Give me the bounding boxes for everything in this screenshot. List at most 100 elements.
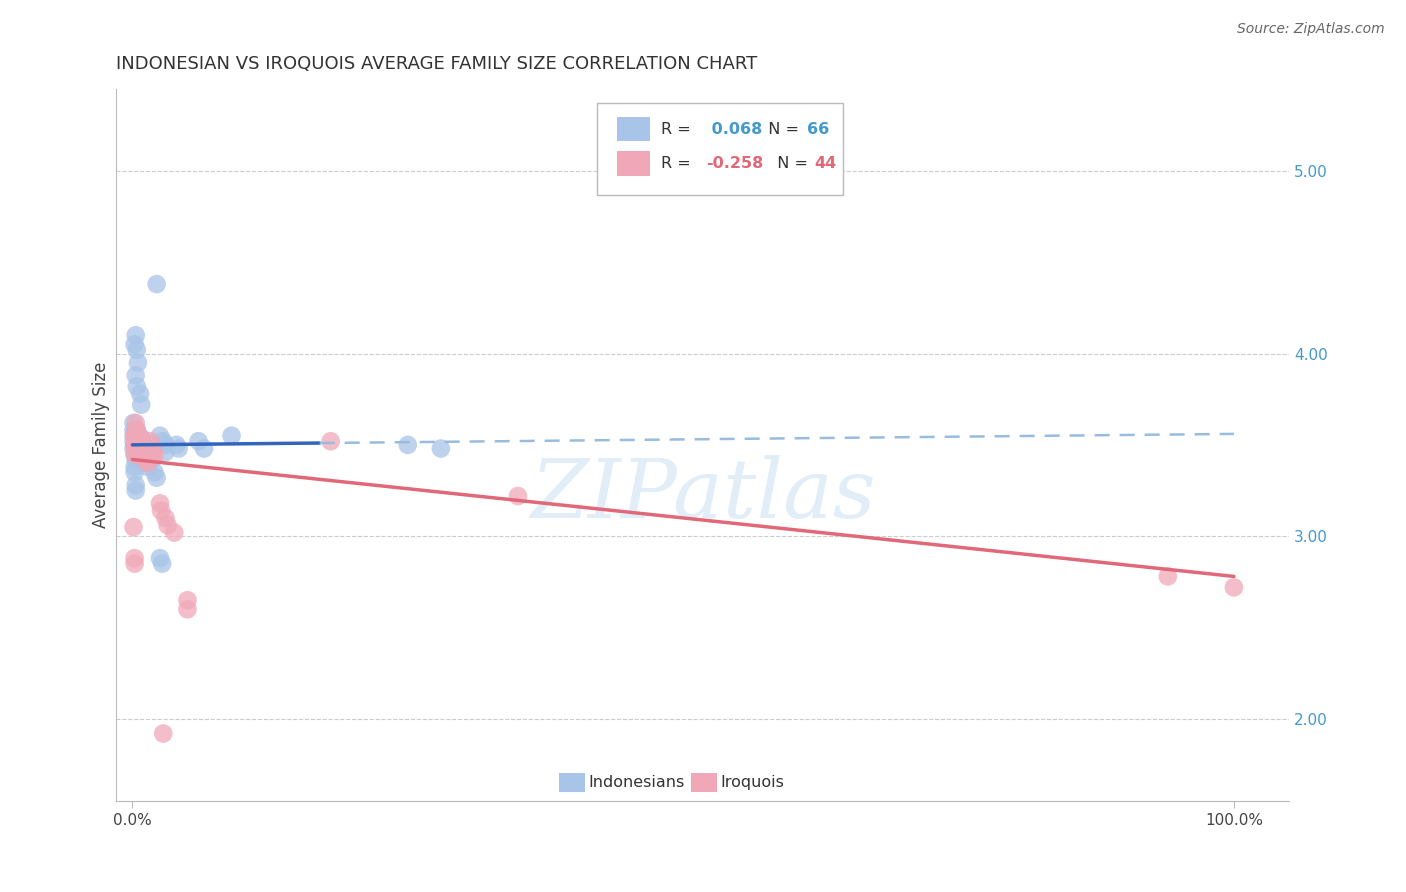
- Point: [128, 442, 150, 456]
- Point: [134, 445, 156, 459]
- Point: [155, 445, 177, 459]
- Point: [127, 447, 149, 461]
- Point: [150, 557, 173, 571]
- Text: N =: N =: [766, 156, 813, 171]
- Text: ZIPatlas: ZIPatlas: [530, 455, 875, 534]
- Bar: [690, 773, 717, 792]
- Point: [125, 438, 148, 452]
- Point: [124, 428, 146, 442]
- Point: [132, 442, 155, 456]
- Point: [138, 438, 160, 452]
- Point: [125, 428, 148, 442]
- Text: R =: R =: [661, 121, 696, 136]
- Point: [135, 442, 157, 456]
- Point: [141, 452, 163, 467]
- Point: [124, 551, 146, 566]
- Point: [136, 442, 159, 456]
- Point: [145, 471, 167, 485]
- Point: [124, 438, 146, 452]
- Point: [129, 434, 152, 449]
- Point: [125, 379, 148, 393]
- Point: [125, 423, 148, 437]
- Point: [132, 449, 155, 463]
- Point: [124, 447, 146, 461]
- Point: [139, 447, 162, 461]
- Point: [129, 442, 152, 456]
- Point: [128, 445, 150, 459]
- Text: -0.258: -0.258: [706, 156, 763, 171]
- Point: [149, 551, 172, 566]
- Point: [122, 428, 145, 442]
- Point: [143, 449, 166, 463]
- Point: [136, 456, 159, 470]
- Point: [125, 328, 148, 343]
- Point: [129, 438, 152, 452]
- Point: [136, 459, 159, 474]
- Point: [122, 434, 145, 449]
- Point: [129, 386, 152, 401]
- Point: [1223, 580, 1246, 594]
- Point: [139, 438, 162, 452]
- Point: [152, 434, 174, 449]
- Point: [125, 368, 148, 383]
- Point: [129, 434, 152, 449]
- Point: [124, 557, 146, 571]
- Point: [131, 438, 153, 452]
- Point: [319, 434, 342, 449]
- Point: [129, 442, 152, 456]
- Point: [141, 442, 163, 456]
- Point: [125, 442, 148, 456]
- Text: Source: ZipAtlas.com: Source: ZipAtlas.com: [1237, 22, 1385, 37]
- Point: [156, 518, 179, 533]
- Point: [125, 478, 148, 492]
- Point: [187, 434, 209, 449]
- Point: [127, 356, 149, 370]
- Point: [430, 442, 453, 456]
- Point: [155, 438, 177, 452]
- Point: [129, 445, 152, 459]
- Bar: [560, 773, 585, 792]
- Point: [125, 416, 148, 430]
- Point: [193, 442, 215, 456]
- Point: [127, 438, 149, 452]
- Point: [143, 465, 166, 479]
- Point: [129, 438, 152, 452]
- Point: [125, 431, 148, 445]
- Text: 66: 66: [807, 121, 830, 136]
- Point: [128, 438, 150, 452]
- Point: [152, 726, 174, 740]
- Point: [176, 602, 198, 616]
- Point: [127, 442, 149, 456]
- Point: [142, 445, 165, 459]
- Point: [129, 398, 152, 412]
- Point: [221, 428, 243, 442]
- Y-axis label: Average Family Size: Average Family Size: [93, 361, 110, 528]
- Text: 0.068: 0.068: [706, 121, 762, 136]
- Point: [166, 438, 188, 452]
- Point: [125, 423, 148, 437]
- Point: [124, 465, 146, 479]
- Point: [122, 520, 145, 534]
- Point: [163, 525, 186, 540]
- Point: [132, 434, 155, 449]
- Point: [122, 442, 145, 456]
- Point: [124, 438, 146, 452]
- Bar: [617, 152, 650, 176]
- Point: [125, 447, 148, 461]
- Point: [129, 431, 152, 445]
- Point: [134, 438, 156, 452]
- Point: [506, 489, 529, 503]
- Point: [125, 423, 148, 437]
- Point: [125, 434, 148, 449]
- Point: [167, 442, 190, 456]
- FancyBboxPatch shape: [598, 103, 844, 195]
- Point: [125, 449, 148, 463]
- Text: Indonesians: Indonesians: [589, 775, 685, 790]
- Text: INDONESIAN VS IROQUOIS AVERAGE FAMILY SIZE CORRELATION CHART: INDONESIAN VS IROQUOIS AVERAGE FAMILY SI…: [115, 55, 758, 73]
- Point: [132, 442, 155, 456]
- Point: [176, 593, 198, 607]
- Text: N =: N =: [758, 121, 804, 136]
- Point: [139, 434, 162, 449]
- Point: [124, 337, 146, 351]
- Point: [125, 483, 148, 498]
